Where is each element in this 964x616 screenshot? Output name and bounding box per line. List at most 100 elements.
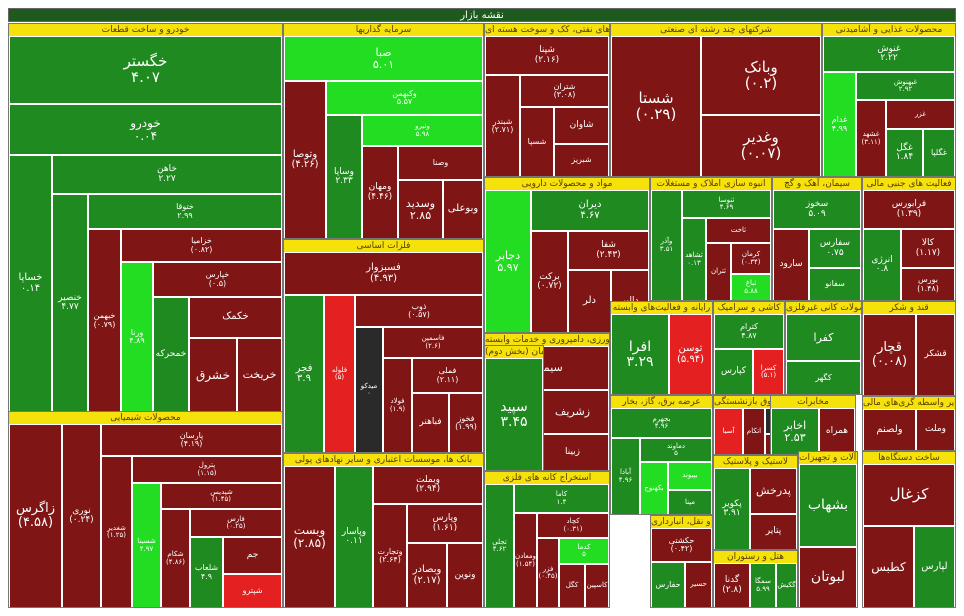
stock-tile[interactable]: ختوقا ۲.۹۹ xyxy=(88,194,282,229)
stock-tile[interactable]: زبینا xyxy=(536,434,609,470)
stock-tile[interactable]: وبملت (۲.۹۴) xyxy=(373,466,483,504)
stock-tile[interactable]: میدکو ۰ xyxy=(355,327,383,452)
stock-tile[interactable]: زشریف xyxy=(536,390,609,434)
stock-tile[interactable]: لبوتان xyxy=(799,547,857,607)
stock-tile[interactable]: وغدیر (۰.۰۷) xyxy=(701,115,821,176)
stock-tile[interactable]: سپید ۳.۴۵ xyxy=(485,358,543,470)
stock-tile[interactable]: لپارس xyxy=(914,526,955,607)
stock-tile[interactable]: کاما ۱.۴ xyxy=(514,484,609,513)
stock-tile[interactable]: وبست (۲.۸۵) xyxy=(284,466,335,607)
stock-tile[interactable]: فخوز (۱.۹۹) xyxy=(449,393,483,452)
stock-tile[interactable]: دلر xyxy=(568,270,611,332)
stock-tile[interactable]: سفارس ۰.۷۵ xyxy=(809,229,861,268)
stock-tile[interactable]: قچار (۰.۰۸) xyxy=(863,314,916,395)
stock-tile[interactable]: وبوعلی xyxy=(443,180,483,238)
stock-tile[interactable]: اخابر ۲.۵۳ xyxy=(771,408,819,454)
stock-tile[interactable]: مپنا xyxy=(668,490,712,514)
stock-tile[interactable]: پترول (۱.۱۵) xyxy=(132,456,282,483)
stock-tile[interactable]: کگهر xyxy=(786,361,861,394)
stock-tile[interactable]: وتجارت (۲.۶۴) xyxy=(373,504,407,607)
stock-tile[interactable]: شسپا xyxy=(520,107,554,176)
stock-tile[interactable]: وکبهمن ۵.۵۷ xyxy=(326,81,483,115)
stock-tile[interactable]: شبریز xyxy=(554,144,609,176)
stock-tile[interactable]: سمگا ۵.۹۹ xyxy=(750,563,776,607)
stock-tile[interactable]: کچاد (۰.۳۱) xyxy=(537,513,609,538)
stock-tile[interactable]: فزر (۰.۴۵) xyxy=(537,538,559,607)
stock-tile[interactable]: کرمان (۰.۳۴) xyxy=(731,243,771,274)
stock-tile[interactable]: خودرو ۰.۰۴ xyxy=(9,104,282,155)
stock-tile[interactable]: غگلپا xyxy=(923,129,955,176)
stock-tile[interactable]: زاگرس (۴.۵۸) xyxy=(9,424,62,607)
stock-tile[interactable]: وآذر ۳.۵۱ xyxy=(651,190,682,300)
stock-tile[interactable]: فجر ۳.۹ xyxy=(284,295,324,452)
stock-tile[interactable]: غگل ۱.۸۴ xyxy=(886,129,923,176)
stock-tile[interactable]: خشرق xyxy=(189,338,237,411)
stock-tile[interactable]: ومعادن (۱.۵۴) xyxy=(514,513,537,607)
stock-tile[interactable]: کترام ۴.۸۷ xyxy=(714,314,784,349)
stock-tile[interactable]: وسدید ۲.۸۵ xyxy=(398,180,443,238)
stock-tile[interactable]: غدام ۴.۹۹ xyxy=(823,72,856,176)
stock-tile[interactable]: پتایر xyxy=(750,514,797,549)
stock-tile[interactable]: کپارس xyxy=(714,349,753,394)
stock-tile[interactable]: شغدیر (۱.۲۵) xyxy=(101,456,132,607)
stock-tile[interactable]: برکت (۰.۷۲) xyxy=(531,231,568,332)
stock-tile[interactable]: حکشتی (۰.۴۲) xyxy=(651,528,712,562)
stock-tile[interactable]: شتران (۳.۰۸) xyxy=(520,75,609,107)
stock-tile[interactable]: سارود xyxy=(773,229,809,300)
stock-tile[interactable]: کفرا xyxy=(786,314,861,361)
stock-tile[interactable]: خپارس (۰.۵) xyxy=(153,262,282,297)
stock-tile[interactable]: پارسان (۴.۱۹) xyxy=(101,424,282,456)
stock-tile[interactable]: فملی (۲.۱۱) xyxy=(412,358,483,393)
stock-tile[interactable]: کزغال xyxy=(863,464,955,526)
stock-tile[interactable]: غشهد (۳.۱۱) xyxy=(856,100,886,176)
stock-tile[interactable]: شپنا (۲.۱۶) xyxy=(485,36,609,75)
stock-tile[interactable]: نوری (۰.۲۴) xyxy=(62,424,101,607)
stock-tile[interactable]: صبا ۵.۰۱ xyxy=(284,36,483,81)
stock-tile[interactable]: حفارس xyxy=(651,562,685,607)
stock-tile[interactable]: کگل xyxy=(559,564,585,607)
stock-tile[interactable]: غبهنوش ۲.۹۲ xyxy=(856,72,955,100)
stock-tile[interactable]: شکام (۴.۸۶) xyxy=(161,509,190,607)
stock-tile[interactable]: فارس (۰.۲۵) xyxy=(190,509,282,537)
stock-tile[interactable]: بکهنوج xyxy=(640,462,668,514)
stock-tile[interactable]: گدنا (۲.۸) xyxy=(714,563,750,607)
stock-tile[interactable]: شاوان xyxy=(554,107,609,144)
stock-tile[interactable]: وپاسار ۰.۱۱ xyxy=(335,466,373,607)
stock-tile[interactable]: ثشاهد ۰.۱۳ xyxy=(682,218,706,300)
stock-tile[interactable]: افرا ۳.۲۹ xyxy=(611,314,669,394)
stock-tile[interactable]: غنوش ۲.۲۲ xyxy=(823,36,955,72)
stock-tile[interactable]: غزر xyxy=(886,100,955,129)
stock-tile[interactable]: خمحرکه xyxy=(153,297,189,411)
stock-tile[interactable]: بورس (۱.۴۸) xyxy=(901,268,955,300)
stock-tile[interactable]: سخوز ۵.۰۹ xyxy=(773,190,861,229)
stock-tile[interactable]: قشکر xyxy=(916,314,955,395)
stock-tile[interactable]: توسن (۵.۹۴) xyxy=(669,314,712,394)
stock-tile[interactable]: وصنا xyxy=(398,146,483,180)
stock-tile[interactable]: اتکام xyxy=(743,408,765,454)
stock-tile[interactable]: بجهرم ۴.۹۶ xyxy=(611,408,712,438)
stock-tile[interactable]: دیران ۴.۶۷ xyxy=(531,190,649,231)
stock-tile[interactable]: ولصنم xyxy=(863,409,916,450)
stock-tile[interactable]: ذوب (۰.۵۷) xyxy=(355,295,483,327)
stock-tile[interactable]: فاسمین (۲.۶) xyxy=(383,327,483,358)
stock-tile[interactable]: شفا (۲.۴۳) xyxy=(568,231,649,270)
stock-tile[interactable]: خاهن ۲.۲۷ xyxy=(52,155,282,194)
stock-tile[interactable]: وبصادر (۲.۱۷) xyxy=(407,543,447,607)
stock-tile[interactable]: بشهاب xyxy=(799,464,857,547)
stock-tile[interactable]: ثتران xyxy=(706,243,731,300)
stock-tile[interactable]: ونوین xyxy=(447,543,483,607)
stock-tile[interactable]: کاسپین xyxy=(585,564,609,607)
stock-tile[interactable]: فباهنر xyxy=(412,393,449,452)
stock-tile[interactable]: آبادا ۴.۹۶ xyxy=(611,438,640,514)
stock-tile[interactable]: ونیرو ۵.۹۸ xyxy=(362,115,483,146)
stock-tile[interactable]: دماوند ۵ xyxy=(640,438,712,462)
stock-tile[interactable]: خبهمن (۰.۷۹) xyxy=(88,229,121,411)
stock-tile[interactable]: فرابورس (۱.۳۹) xyxy=(863,190,955,229)
stock-tile[interactable]: ثاخت xyxy=(706,218,771,243)
stock-tile[interactable]: فلوله (۵) xyxy=(324,295,355,452)
stock-tile[interactable]: سفانو xyxy=(809,268,861,300)
stock-tile[interactable]: شپترو xyxy=(223,574,282,607)
stock-tile[interactable]: شپدیس (۱.۴۵) xyxy=(161,483,282,509)
stock-tile[interactable]: کالا (۱.۱۷) xyxy=(901,229,955,268)
stock-tile[interactable]: همراه xyxy=(819,408,855,454)
